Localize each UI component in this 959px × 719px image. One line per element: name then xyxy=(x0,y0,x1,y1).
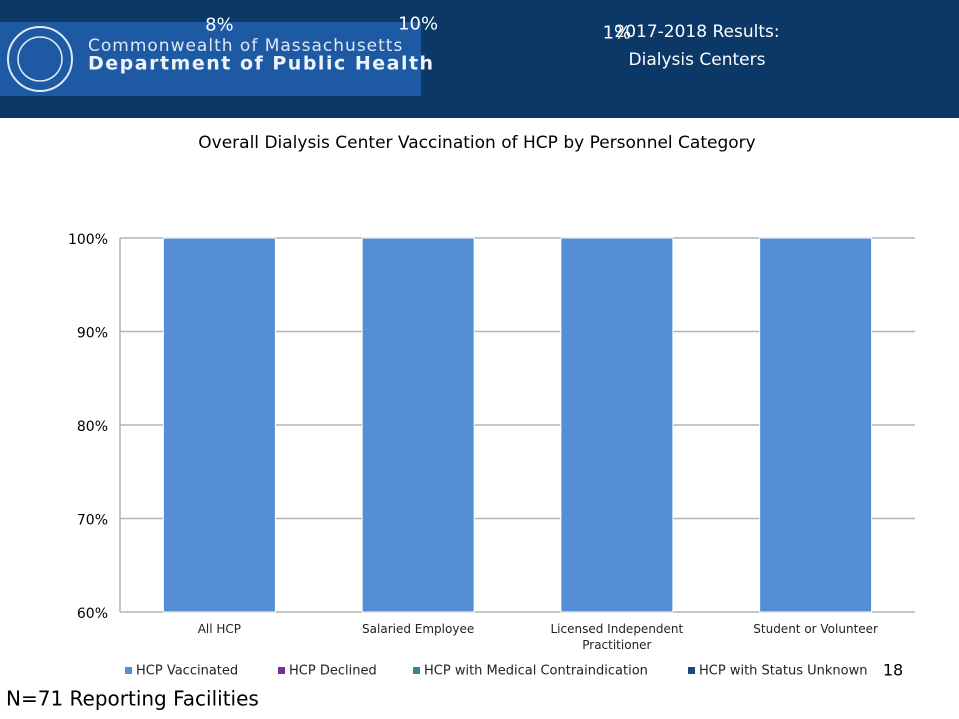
bar-segment xyxy=(162,237,276,613)
page-number: 18 xyxy=(883,661,903,680)
y-tick-label: 60% xyxy=(77,606,108,622)
slide-title: Dialysis Centers xyxy=(629,50,766,70)
logo-line1: Commonwealth of Massachusetts xyxy=(88,36,403,56)
data-label: 1% xyxy=(603,22,632,43)
bar-segment xyxy=(361,237,475,613)
x-tick-label: All HCP xyxy=(197,622,242,636)
legend-label: HCP Vaccinated xyxy=(136,664,238,679)
footnote: N=71 Reporting Facilities xyxy=(6,687,259,711)
legend-swatch xyxy=(688,667,695,674)
legend-swatch xyxy=(125,667,132,674)
data-label: 1% xyxy=(205,216,234,237)
x-tick-label: Student or Volunteer xyxy=(753,622,878,636)
data-label: 0% xyxy=(603,216,632,237)
legend-label: HCP with Medical Contraindication xyxy=(424,664,648,679)
y-tick-label: 80% xyxy=(77,419,108,435)
data-label: 10% xyxy=(398,13,438,34)
data-label: 8% xyxy=(205,14,234,35)
data-label: 3% xyxy=(404,216,433,237)
x-tick-label: Licensed Independent Practitioner xyxy=(550,622,684,652)
legend-swatch xyxy=(413,667,420,674)
data-label: 6% xyxy=(205,216,234,237)
slide-title: 2017-2018 Results: xyxy=(614,22,779,42)
legend-label: HCP with Status Unknown xyxy=(699,664,867,679)
x-tick-label: Salaried Employee xyxy=(362,622,475,636)
bar-segment xyxy=(759,237,873,613)
chart-title: Overall Dialysis Center Vaccination of H… xyxy=(198,133,755,153)
logo-line2: Department of Public Health xyxy=(88,53,435,75)
logo-seal xyxy=(7,26,73,92)
y-tick-label: 100% xyxy=(68,232,108,248)
legend-label: HCP Declined xyxy=(289,664,377,679)
y-tick-label: 70% xyxy=(77,513,108,529)
data-label: 15% xyxy=(597,216,637,237)
logo-box xyxy=(0,22,421,96)
logo-seal-inner xyxy=(17,36,63,82)
y-tick-label: 90% xyxy=(77,326,108,342)
data-label: 1% xyxy=(404,216,433,237)
legend-swatch xyxy=(278,667,285,674)
bar-segment xyxy=(560,237,674,613)
